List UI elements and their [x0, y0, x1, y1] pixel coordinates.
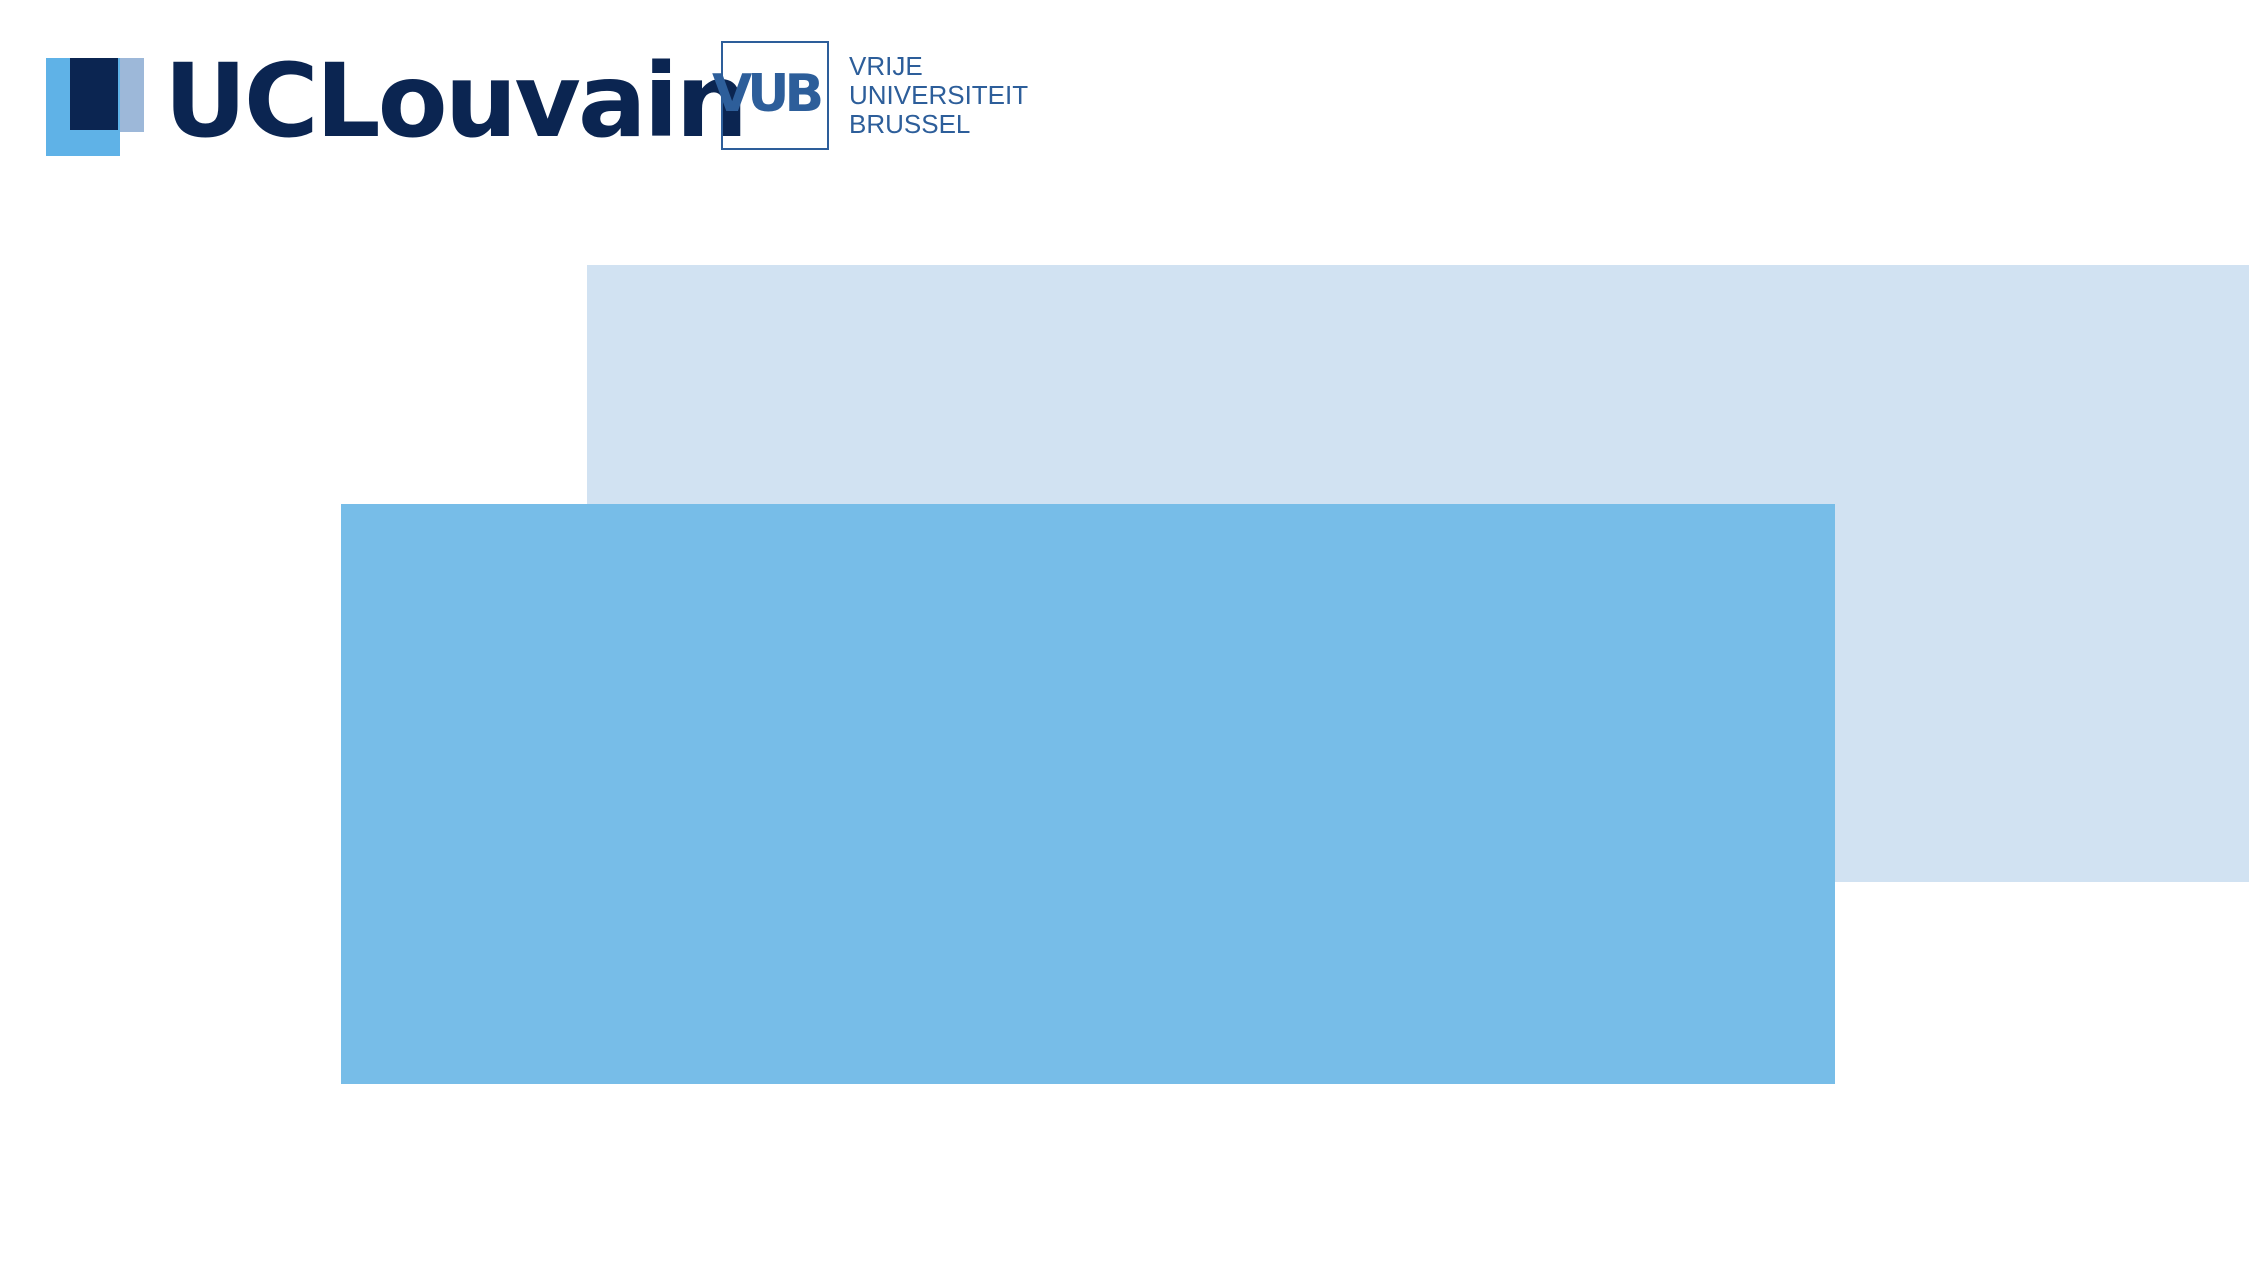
- vub-name: VRIJE UNIVERSITEIT BRUSSEL: [849, 52, 1028, 139]
- vub-line-brussel: BRUSSEL: [849, 109, 971, 139]
- logo-square-dark: [70, 58, 118, 130]
- vub-line-universiteit: UNIVERSITEIT: [849, 80, 1029, 110]
- uclouvain-logo: UCLouvain: [46, 40, 748, 161]
- main-blue-panel: [341, 504, 1835, 1084]
- vub-letters: VUB: [712, 64, 824, 124]
- uclouvain-logo-mark: [46, 58, 146, 156]
- vub-logo-box: [721, 41, 829, 150]
- vub-line-vrije: VRIJE: [849, 51, 923, 81]
- uclouvain-wordmark: UCLouvain: [164, 42, 748, 161]
- vub-logo: VUB VRIJE UNIVERSITEIT BRUSSEL: [712, 40, 1032, 155]
